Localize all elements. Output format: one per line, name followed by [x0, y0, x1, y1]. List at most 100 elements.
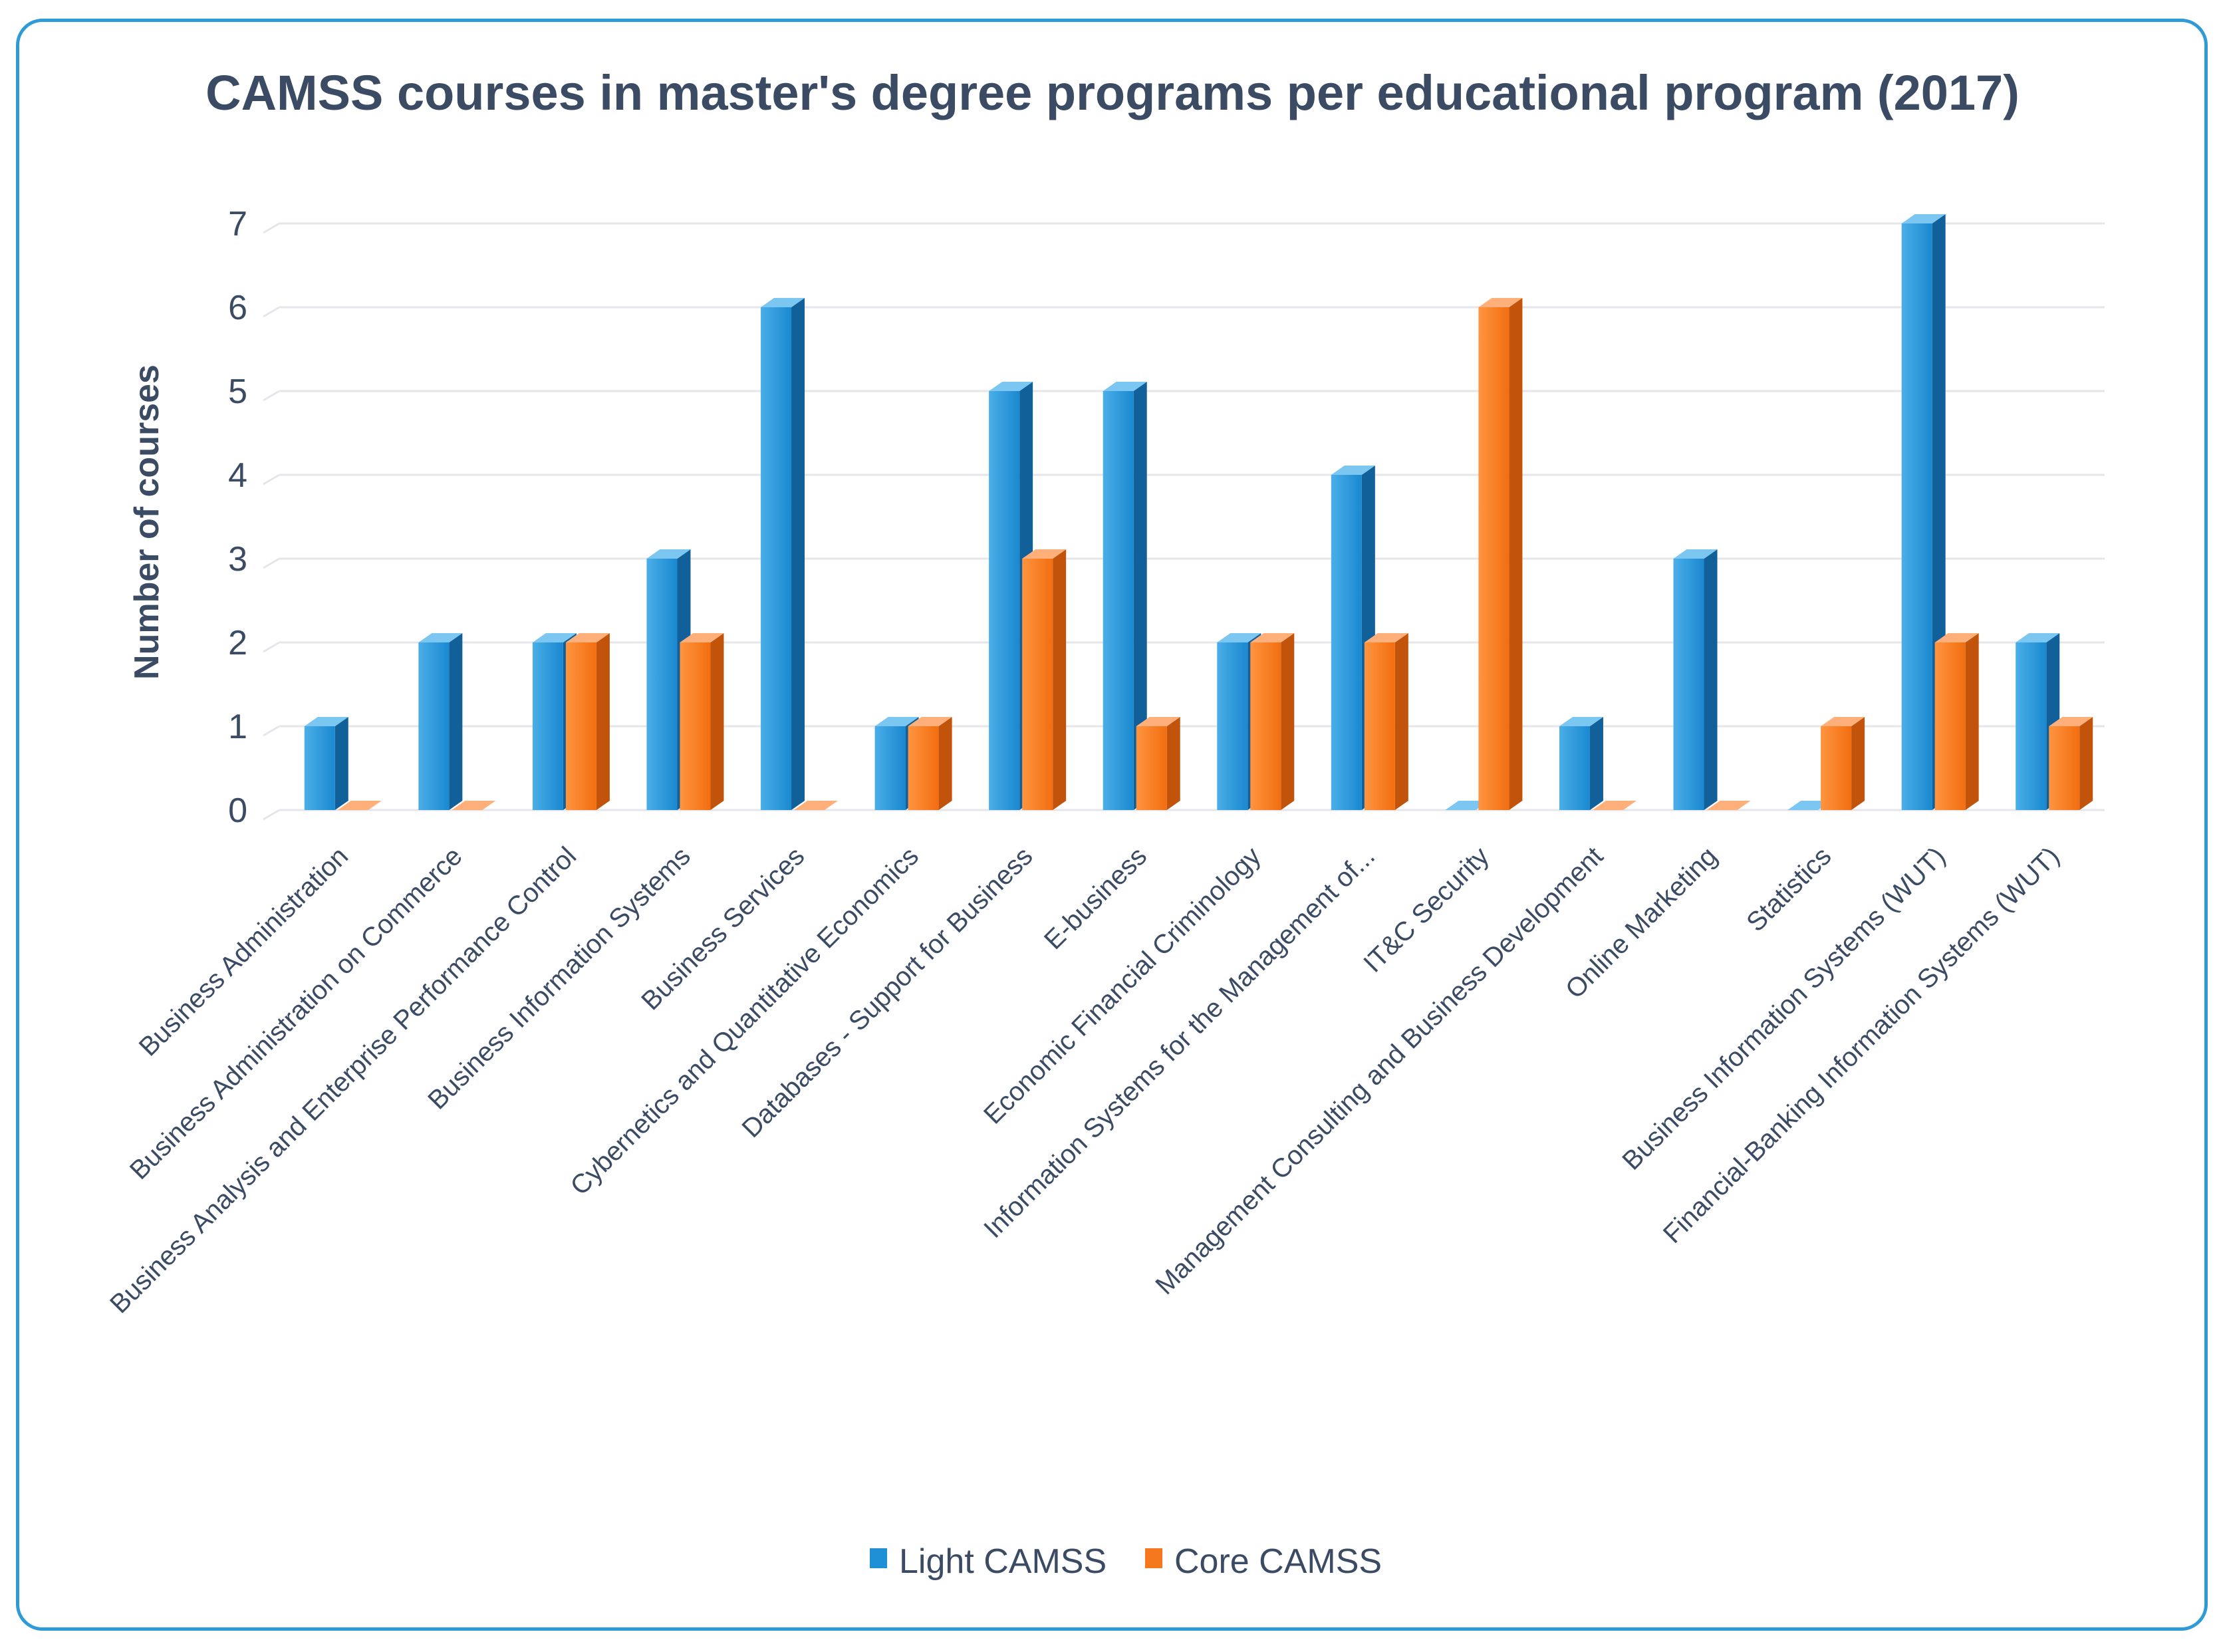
bar-core-camss	[337, 801, 382, 810]
bar-core-camss	[1706, 801, 1751, 810]
bar-side	[1704, 549, 1718, 810]
bar-light-camss	[418, 633, 463, 810]
x-tick-label: E-business	[1039, 841, 1152, 955]
bar-front	[1103, 391, 1134, 810]
bar-top	[989, 382, 1033, 391]
bar-core-camss	[680, 633, 724, 810]
bar-light-camss	[1673, 549, 1718, 810]
bar-top	[1559, 717, 1603, 726]
bar-top	[1673, 549, 1718, 559]
bar-light-camss	[304, 717, 348, 810]
y-axis-label: Number of courses	[128, 364, 166, 680]
bar-top	[874, 717, 919, 726]
bar-side	[1589, 717, 1603, 810]
x-tick-label: Statistics	[1741, 841, 1837, 937]
bar-top	[2016, 633, 2060, 642]
x-tick-label: Management Consulting and Business Devel…	[1150, 841, 1609, 1300]
grid-line-depth	[263, 641, 280, 653]
bar-top	[1592, 801, 1636, 810]
legend: Light CAMSS Core CAMSS	[870, 1542, 1382, 1581]
bar-top	[1364, 633, 1408, 642]
bar-side	[449, 633, 463, 810]
bar-core-camss	[1364, 633, 1408, 810]
bar-side	[1281, 633, 1295, 810]
bar-core-camss	[1250, 633, 1295, 810]
bar-side	[791, 298, 805, 810]
bar-top	[1934, 633, 1979, 642]
legend-item-core: Core CAMSS	[1145, 1542, 1382, 1581]
bar-front	[874, 726, 906, 810]
bar-top	[1706, 801, 1751, 810]
bar-light-camss	[1331, 466, 1375, 810]
bar-top	[1136, 717, 1180, 726]
bar-core-camss	[2049, 717, 2093, 810]
bar-front	[1217, 642, 1248, 810]
bar-side	[938, 717, 952, 810]
grid-line-depth	[263, 725, 280, 737]
y-tick-label: 2	[228, 624, 247, 662]
bar-side	[1851, 717, 1865, 810]
bar-side	[334, 717, 348, 810]
x-tick-label: Financial-Banking Information Systems (W…	[1658, 841, 2065, 1249]
x-tick-label: Business Analysis and Enterprise Perform…	[104, 841, 582, 1319]
bar-front	[646, 559, 678, 810]
bar-core-camss	[1478, 298, 1523, 810]
bar-front	[418, 642, 450, 810]
bar-front	[2049, 726, 2080, 810]
bar-top	[1445, 801, 1490, 810]
bar-front	[1331, 475, 1362, 810]
bar-side	[1053, 549, 1067, 810]
bar-side	[1965, 633, 1979, 810]
bar-light-camss	[1103, 382, 1147, 810]
grid-line-depth	[263, 809, 280, 821]
bar-core-camss	[1136, 717, 1180, 810]
bar-front	[761, 307, 792, 810]
bar-top	[1331, 466, 1375, 475]
bar-front	[1821, 726, 1852, 810]
bar-top	[304, 717, 348, 726]
bar-front	[1934, 642, 1966, 810]
y-tick-label: 6	[228, 289, 247, 327]
bar-top	[1103, 382, 1147, 391]
bar-top	[908, 717, 952, 726]
bar-light-camss	[1901, 214, 1946, 810]
bar-top	[794, 801, 839, 810]
bar-top	[2049, 717, 2093, 726]
bar-top	[565, 633, 610, 642]
x-tick-label: Information Systems for the Management o…	[978, 841, 1380, 1244]
bars	[304, 214, 2093, 810]
bar-front	[565, 642, 596, 810]
bar-front	[1022, 559, 1053, 810]
y-tick-label: 3	[228, 540, 247, 579]
bar-light-camss	[761, 298, 805, 810]
bar-front	[304, 726, 335, 810]
bar-core-camss	[1821, 717, 1865, 810]
legend-label-core: Core CAMSS	[1174, 1542, 1382, 1581]
bar-side	[1509, 298, 1523, 810]
legend-label-light: Light CAMSS	[899, 1542, 1107, 1581]
bar-front	[532, 642, 563, 810]
bar-top	[337, 801, 382, 810]
bar-side	[1394, 633, 1408, 810]
y-tick-label: 4	[228, 456, 247, 495]
legend-item-light: Light CAMSS	[870, 1542, 1107, 1581]
y-tick-label: 5	[228, 372, 247, 411]
chart-title: CAMSS courses in master's degree program…	[205, 65, 2020, 120]
bar-side	[596, 633, 610, 810]
bar-top	[680, 633, 724, 642]
bar-top	[646, 549, 691, 559]
bar-top	[1787, 801, 1832, 810]
bar-front	[1559, 726, 1590, 810]
y-tick-label: 7	[228, 205, 247, 243]
bar-front	[908, 726, 939, 810]
bar-core-camss	[452, 801, 496, 810]
y-axis-ticks: 0 1 2 3 4 5 6 7	[228, 205, 247, 830]
bar-front	[1250, 642, 1281, 810]
bar-core-camss	[908, 717, 952, 810]
bar-top	[1217, 633, 1261, 642]
bar-light-camss	[1559, 717, 1603, 810]
y-tick-label: 1	[228, 708, 247, 746]
bar-light-camss	[1445, 801, 1490, 810]
bar-core-camss	[794, 801, 839, 810]
